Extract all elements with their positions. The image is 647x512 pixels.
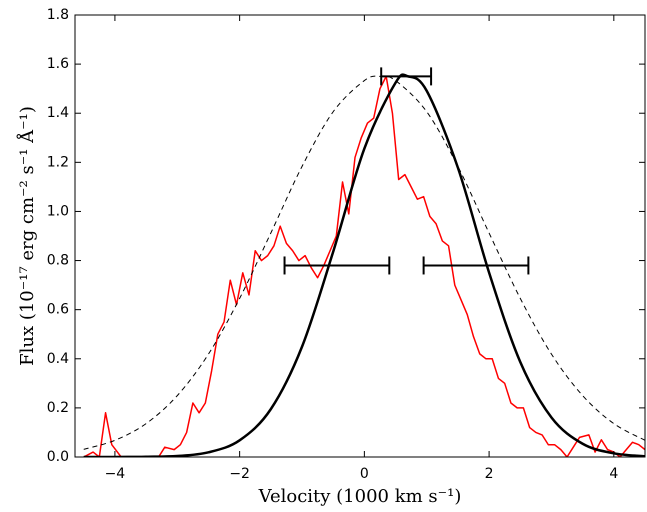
x-tick-label: −2 <box>229 466 250 482</box>
y-tick-label: 0.2 <box>47 400 69 416</box>
series-line <box>83 73 645 457</box>
error-bar <box>380 67 433 86</box>
plot-area <box>83 67 645 457</box>
axes-frame <box>74 14 646 458</box>
x-axis-label: Velocity (1000 km s⁻¹) <box>258 486 462 507</box>
error-bar <box>422 256 530 275</box>
series-line <box>83 75 645 450</box>
series-line <box>83 75 645 457</box>
y-tick-label: 0.4 <box>47 351 69 367</box>
x-tick-label: 2 <box>485 466 494 482</box>
y-tick-label: 1.8 <box>47 7 69 23</box>
error-bar <box>283 256 391 275</box>
y-axis-label: Flux (10⁻¹⁷ erg cm⁻² s⁻¹ Å⁻¹) <box>16 106 38 366</box>
x-tick-label: 4 <box>609 466 618 482</box>
y-tick-label: 1.0 <box>47 203 69 219</box>
y-tick-label: 0.6 <box>47 302 69 318</box>
y-tick-label: 1.6 <box>47 56 69 72</box>
y-tick-label: 0.0 <box>47 449 69 465</box>
x-tick-label: 0 <box>360 466 369 482</box>
x-tick-label: −4 <box>105 466 126 482</box>
y-tick-label: 1.4 <box>47 105 69 121</box>
y-tick-label: 1.2 <box>47 154 69 170</box>
y-tick-label: 0.8 <box>47 253 69 269</box>
